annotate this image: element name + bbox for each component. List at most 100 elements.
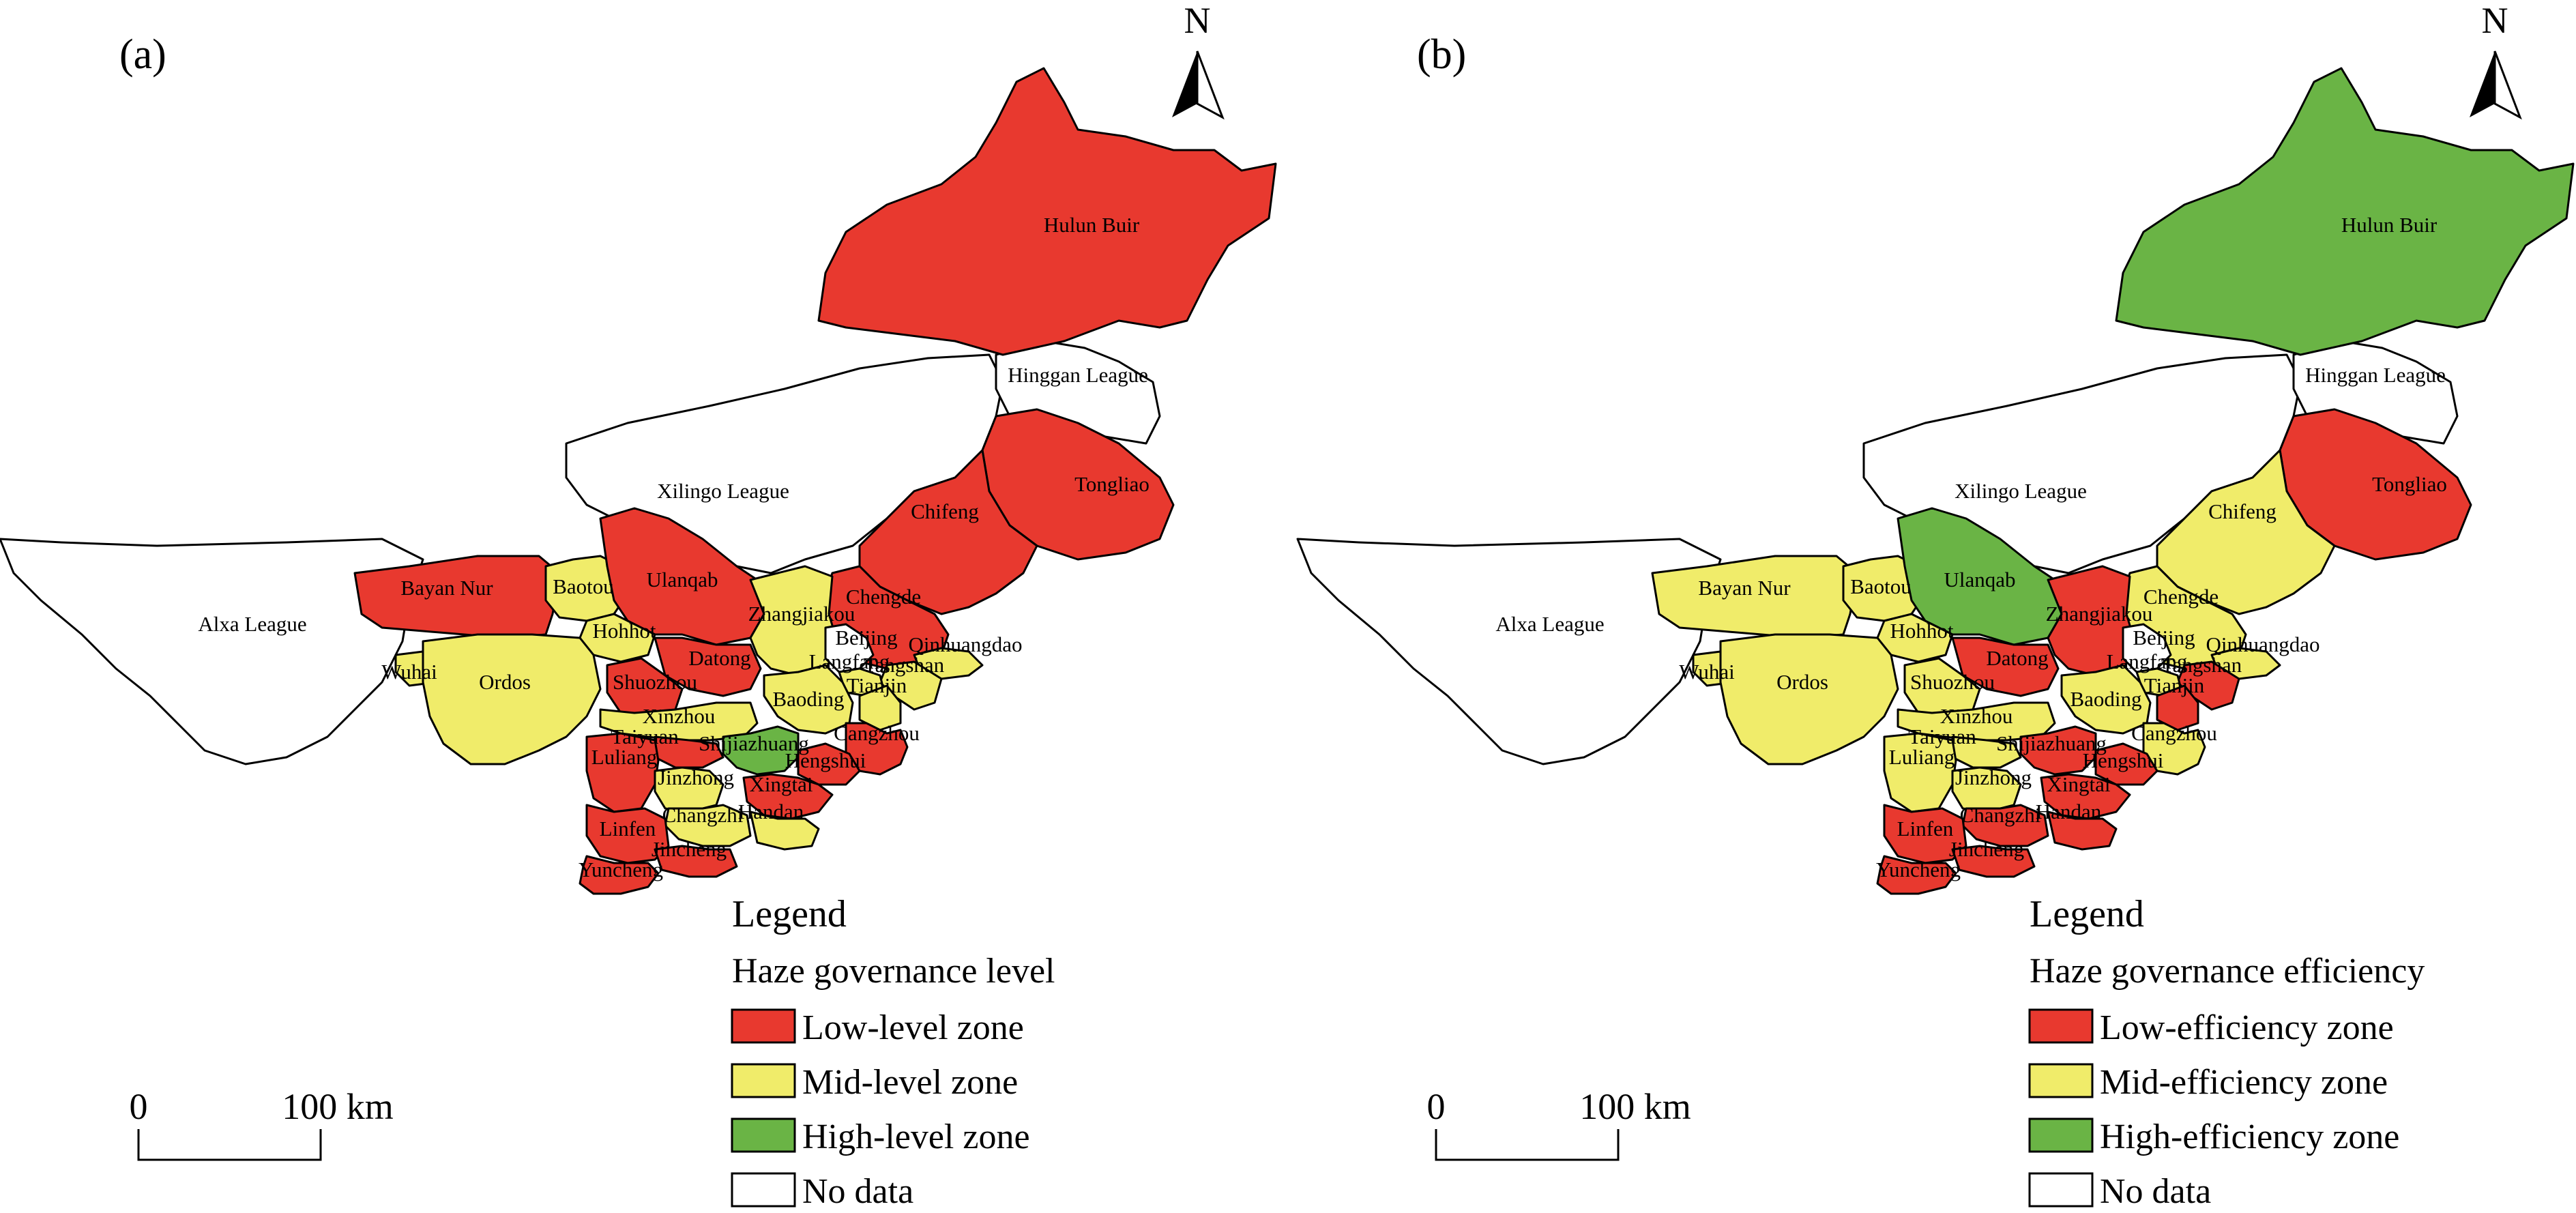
region-jincheng[interactable] xyxy=(1951,845,2036,878)
region-alxa-league[interactable] xyxy=(0,538,424,765)
label-hinggan-league: Hinggan League xyxy=(1008,363,1148,387)
region-jinzhong[interactable] xyxy=(654,766,724,813)
label-xingtai: Xingtai xyxy=(2047,772,2111,796)
label-datong: Datong xyxy=(688,646,750,670)
region-datong[interactable] xyxy=(1951,637,2060,697)
label-bayan-nur: Bayan Nur xyxy=(1698,576,1791,600)
label-hulun-buir: Hulun Buir xyxy=(2341,213,2438,237)
panel-b-regions xyxy=(1296,67,2575,895)
label-chengde: Chengde xyxy=(846,585,921,609)
label-shijiazhuang: Shijiazhuang xyxy=(699,731,809,755)
panel-b-legend-swatch-low xyxy=(2028,1008,2094,1044)
region-changzhi[interactable] xyxy=(664,804,752,847)
region-ordos[interactable] xyxy=(1719,633,1899,765)
region-yuncheng[interactable] xyxy=(1876,855,1957,895)
panel-b-scale-bar: 0 100 km xyxy=(1427,1086,1691,1161)
label-tangshan: Tangshan xyxy=(2161,653,2242,677)
panel-b-legend-title: Legend xyxy=(2030,893,2144,935)
label-yuncheng: Yuncheng xyxy=(1876,858,1961,881)
label-linfen: Linfen xyxy=(1897,817,1954,841)
panel-a-legend-title: Legend xyxy=(732,893,847,935)
label-shuozhou: Shuozhou xyxy=(1910,670,1995,694)
region-xingtai[interactable] xyxy=(742,773,834,820)
label-beijing: Beijing xyxy=(835,626,897,649)
panel-a-north-label: N xyxy=(1184,0,1211,41)
panel-a-legend-item-low: Low-level zone xyxy=(802,1008,1024,1047)
label-zhangjiakou: Zhangjiakou xyxy=(2046,602,2153,626)
panel-a-scale-zero: 0 xyxy=(130,1086,148,1127)
panel-b-label: (b) xyxy=(1417,31,1466,78)
region-hulun-buir[interactable] xyxy=(817,67,1277,356)
label-jincheng: Jincheng xyxy=(652,837,727,861)
label-hulun-buir: Hulun Buir xyxy=(1044,213,1140,237)
panel-a-scale-distance: 100 km xyxy=(282,1086,394,1127)
label-qinhuangdao: Qinhuangdao xyxy=(2206,632,2319,656)
region-xingtai[interactable] xyxy=(2040,773,2131,820)
label-handan: Handan xyxy=(2036,800,2102,823)
panel-a-legend-swatch-high xyxy=(731,1117,796,1153)
label-hinggan-league: Hinggan League xyxy=(2305,363,2446,387)
label-langfang: Langfang xyxy=(809,649,890,673)
panel-a-legend-swatch-low xyxy=(731,1008,796,1044)
region-hulun-buir[interactable] xyxy=(2115,67,2575,356)
panel-a-regions xyxy=(0,67,1277,895)
region-jinzhong[interactable] xyxy=(1951,766,2022,813)
label-taiyuan: Taiyuan xyxy=(1908,725,1976,748)
label-alxa-league: Alxa League xyxy=(1495,612,1604,636)
label-wuhai: Wuhai xyxy=(381,660,437,684)
region-handan[interactable] xyxy=(749,810,820,851)
region-shijiazhuang[interactable] xyxy=(2019,725,2097,776)
panel-b-legend-swatch-nodata xyxy=(2028,1172,2094,1208)
label-wuhai: Wuhai xyxy=(1679,660,1735,684)
label-xinzhou: Xinzhou xyxy=(1940,704,2013,728)
label-changzhi: Changzhi xyxy=(1960,803,2041,827)
label-datong: Datong xyxy=(1986,646,2048,670)
label-ulanqab: Ulanqab xyxy=(1944,568,2015,591)
label-tianjin: Tianjin xyxy=(847,673,907,697)
label-baotou: Baotou xyxy=(553,574,614,598)
region-beijing[interactable] xyxy=(824,623,875,673)
label-jincheng: Jincheng xyxy=(1949,837,2024,861)
region-beijing[interactable] xyxy=(2122,623,2172,673)
region-jincheng[interactable] xyxy=(654,845,738,878)
panel-b-legend-item-nodata: No data xyxy=(2100,1172,2211,1211)
panel-b-legend-swatch-mid xyxy=(2028,1063,2094,1098)
region-luliang[interactable] xyxy=(585,732,660,813)
label-alxa-league: Alxa League xyxy=(198,612,306,636)
region-yuncheng[interactable] xyxy=(579,855,660,895)
region-hengshui[interactable] xyxy=(797,742,861,786)
panel-a-map: Hulun Buir Hinggan League Xilingo League To… xyxy=(0,0,1277,1211)
label-ulanqab: Ulanqab xyxy=(646,568,718,591)
label-chifeng: Chifeng xyxy=(911,499,979,523)
label-ordos: Ordos xyxy=(479,670,531,694)
region-handan[interactable] xyxy=(2047,810,2118,851)
region-shijiazhuang[interactable] xyxy=(722,725,800,776)
label-xinzhou: Xinzhou xyxy=(643,704,716,728)
label-xilingo-league: Xilingo League xyxy=(657,479,789,503)
panel-a-label: (a) xyxy=(119,31,166,78)
region-tianjin[interactable] xyxy=(858,684,902,731)
label-baoding: Baoding xyxy=(2070,687,2141,711)
region-ordos[interactable] xyxy=(422,633,602,765)
region-luliang[interactable] xyxy=(1883,732,1957,813)
region-hengshui[interactable] xyxy=(2094,742,2158,786)
label-hohhot: Hohhot xyxy=(593,619,656,643)
panel-b-region-labels: Hulun Buir Hinggan League Xilingo League To… xyxy=(1495,213,2447,881)
region-changzhi[interactable] xyxy=(1961,804,2049,847)
label-luliang: Luliang xyxy=(1889,745,1955,769)
label-tongliao: Tongliao xyxy=(2372,472,2447,496)
region-alxa-league[interactable] xyxy=(1296,538,1722,765)
panel-b-scale-distance: 100 km xyxy=(1579,1086,1691,1127)
label-yuncheng: Yuncheng xyxy=(579,858,663,881)
label-shijiazhuang: Shijiazhuang xyxy=(1996,731,2107,755)
panel-b-legend-item-low: Low-efficiency zone xyxy=(2100,1008,2394,1047)
label-luliang: Luliang xyxy=(591,745,657,769)
label-cangzhou: Cangzhou xyxy=(834,721,920,745)
label-chengde: Chengde xyxy=(2143,585,2219,609)
panel-b-legend: Legend Haze governance efficiency Low-effi… xyxy=(2028,893,2425,1211)
region-tianjin[interactable] xyxy=(2156,684,2199,731)
region-datong[interactable] xyxy=(654,637,762,697)
panel-b-legend-item-high: High-efficiency zone xyxy=(2100,1117,2399,1156)
panel-a-region-labels: Hulun Buir Hinggan League Xilingo League To… xyxy=(198,213,1150,881)
